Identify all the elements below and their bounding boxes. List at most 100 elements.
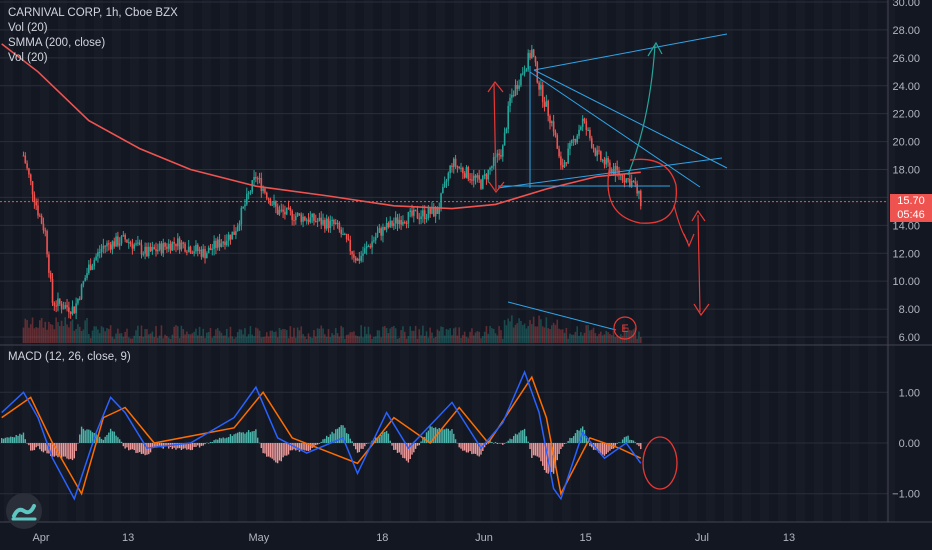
volume-bar xyxy=(360,325,362,343)
macd-histogram-bar xyxy=(601,443,604,455)
volume-bar xyxy=(296,327,299,343)
volume-bar xyxy=(60,320,63,343)
macd-histogram-bar xyxy=(456,442,459,444)
grid-stripe xyxy=(166,0,175,522)
macd-histogram-bar xyxy=(204,443,206,445)
candle-body xyxy=(215,240,217,248)
volume-bar xyxy=(452,328,455,343)
macd-histogram-bar xyxy=(120,441,123,443)
drawings: E xyxy=(487,33,728,490)
macd-histogram-bar xyxy=(336,428,339,443)
candle-body xyxy=(456,166,459,168)
volume-bar xyxy=(356,336,359,343)
candle-body xyxy=(367,246,370,248)
volume-bar xyxy=(342,327,344,343)
candle-body xyxy=(518,85,520,89)
candle-body xyxy=(209,247,212,251)
volume-bar xyxy=(304,336,306,343)
volume-bar xyxy=(55,317,57,343)
volume-bar xyxy=(240,329,243,343)
candle-body xyxy=(100,248,103,253)
macd-histogram-bar xyxy=(180,443,183,450)
candle-body xyxy=(98,252,101,254)
macd-histogram-bar xyxy=(166,443,168,447)
volume-bar xyxy=(117,328,119,343)
candle-body xyxy=(311,213,313,218)
macd-histogram-bar xyxy=(307,443,310,452)
study-smma[interactable]: SMMA (200, close) xyxy=(8,37,106,49)
macd-histogram-bar xyxy=(0,438,3,443)
macd-histogram-bar xyxy=(320,441,322,443)
volume-bar xyxy=(472,335,475,343)
macd-histogram-bar xyxy=(418,443,420,446)
macd-histogram-bar xyxy=(543,443,546,471)
candle-body xyxy=(82,281,85,285)
macd-histogram-bar xyxy=(144,443,146,456)
tradingview-logo[interactable] xyxy=(6,493,42,529)
volume-bar xyxy=(618,336,620,343)
candle-body xyxy=(60,303,63,309)
grid-stripe xyxy=(130,0,139,522)
macd-histogram-bar xyxy=(28,443,30,446)
macd-histogram-bar xyxy=(594,443,597,450)
volume-bar xyxy=(137,325,139,343)
volume-bar xyxy=(520,320,522,343)
macd-histogram-bar xyxy=(400,443,402,455)
candle-body xyxy=(117,236,119,246)
volume-bar xyxy=(216,327,219,343)
macd-legend[interactable]: MACD (12, 26, close, 9) xyxy=(8,350,131,365)
volume-bar xyxy=(467,338,470,343)
macd-histogram-bar xyxy=(229,434,232,443)
grid-stripe xyxy=(742,0,751,522)
macd-histogram-bar xyxy=(240,432,243,443)
candle-body xyxy=(307,219,310,223)
candle-body xyxy=(627,178,629,180)
volume-bar xyxy=(403,331,406,343)
volume-bar xyxy=(227,337,230,343)
volume-bar xyxy=(69,321,72,343)
grid-stripe xyxy=(670,0,679,522)
macd-histogram-bar xyxy=(485,443,488,445)
volume-bar xyxy=(211,337,214,343)
volume-bar xyxy=(612,330,615,343)
macd-histogram-bar xyxy=(405,443,408,461)
volume-bar xyxy=(543,327,546,343)
macd-histogram-bar xyxy=(182,443,184,449)
volume-bar xyxy=(138,336,141,343)
volume-bar xyxy=(242,334,244,343)
volume-bar xyxy=(610,335,613,343)
volume-bar xyxy=(623,325,626,343)
candle-body xyxy=(451,165,453,168)
candle-body xyxy=(255,177,257,179)
volume-bar xyxy=(556,319,559,343)
grid-stripe xyxy=(58,0,67,522)
volume-bar xyxy=(538,315,540,343)
price-tick-label: 24.00 xyxy=(892,81,920,93)
candle-body xyxy=(193,251,195,254)
candle-body xyxy=(262,188,264,191)
candle-body xyxy=(563,162,566,168)
candle-body xyxy=(160,243,163,254)
volume-bar xyxy=(407,336,410,343)
macd-histogram-bar xyxy=(124,443,126,449)
volume-bar xyxy=(178,338,181,343)
macd-histogram-bar xyxy=(2,438,5,443)
study-vol-2[interactable]: Vol (20) xyxy=(8,52,48,64)
macd-histogram-bar xyxy=(117,437,119,443)
volume-bar xyxy=(207,332,210,343)
volume-bar xyxy=(632,329,635,343)
candle-body xyxy=(273,201,275,205)
study-vol-1[interactable]: Vol (20) xyxy=(8,22,48,34)
grid-stripe xyxy=(868,0,877,522)
volume-bar xyxy=(186,331,188,343)
macd-histogram-bar xyxy=(246,432,248,443)
macd-histogram-bar xyxy=(316,443,319,445)
candle-body xyxy=(167,243,170,249)
chart-title: CARNIVAL CORP, 1h, Cboe BZX xyxy=(8,7,178,19)
volume-bar xyxy=(169,338,172,343)
volume-bar xyxy=(552,322,555,343)
volume-bar xyxy=(454,327,457,343)
macd-histogram-bar xyxy=(111,431,114,443)
macd-histogram-bar xyxy=(505,442,508,443)
